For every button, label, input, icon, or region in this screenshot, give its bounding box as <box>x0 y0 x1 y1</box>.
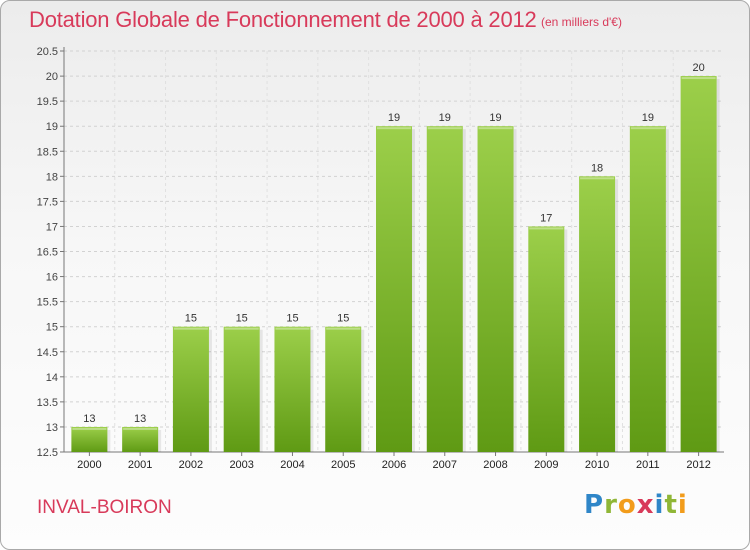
y-tick-label: 14 <box>46 372 58 384</box>
y-tick-label: 19 <box>46 121 58 133</box>
value-label: 15 <box>236 313 248 325</box>
bar-highlight <box>123 427 158 430</box>
value-label: 19 <box>439 112 451 124</box>
logo-letter: t <box>664 490 678 520</box>
value-label: 19 <box>388 112 400 124</box>
bar-2002 <box>172 326 209 452</box>
bar-highlight <box>326 327 361 330</box>
y-tick-label: 16 <box>46 272 58 284</box>
chart-title: Dotation Globale de Fonctionnement de 20… <box>29 7 537 32</box>
value-label: 18 <box>591 162 603 174</box>
bar-2009 <box>528 226 565 452</box>
y-tick-label: 18 <box>46 171 58 183</box>
x-tick-label: 2009 <box>534 459 558 471</box>
bar-highlight <box>427 127 462 130</box>
x-tick-label: 2008 <box>483 459 507 471</box>
value-label: 19 <box>642 112 654 124</box>
logo-letter: i <box>654 490 665 520</box>
x-tick-label: 2000 <box>77 459 101 471</box>
value-label: 17 <box>540 212 552 224</box>
y-tick-label: 20 <box>46 71 58 83</box>
y-tick-label: 14.5 <box>37 347 58 359</box>
value-label: 13 <box>134 413 146 425</box>
bar-highlight <box>529 227 564 230</box>
y-tick-label: 13.5 <box>37 397 58 409</box>
x-tick-label: 2003 <box>229 459 253 471</box>
bar-highlight <box>224 327 259 330</box>
bar-2004 <box>274 326 311 452</box>
x-tick-label: 2002 <box>179 459 203 471</box>
logo-letter: o <box>617 490 637 520</box>
y-tick-label: 16.5 <box>37 247 58 259</box>
bar-2011 <box>629 126 666 452</box>
bar-highlight <box>681 77 716 80</box>
bar-highlight <box>580 177 615 180</box>
unit-note: (en milliers d'€) <box>541 15 622 29</box>
y-tick-label: 17 <box>46 221 58 233</box>
bar-2007 <box>426 126 463 452</box>
value-label: 20 <box>692 62 704 74</box>
bar-highlight <box>630 127 665 130</box>
x-tick-label: 2010 <box>585 459 609 471</box>
x-tick-label: 2001 <box>128 459 152 471</box>
logo-letter: i <box>677 490 688 520</box>
bars <box>71 76 720 452</box>
bar-highlight <box>377 127 411 130</box>
x-tick-label: 2004 <box>280 459 304 471</box>
logo-letter: r <box>604 490 618 520</box>
bar-2000 <box>71 426 108 452</box>
bar-2008 <box>477 126 514 452</box>
bar-highlight <box>173 327 208 330</box>
bar-2012 <box>680 76 717 452</box>
x-tick-label: 2005 <box>331 459 355 471</box>
x-tick-label: 2006 <box>382 459 406 471</box>
value-label: 15 <box>286 313 298 325</box>
y-tick-label: 19.5 <box>37 96 58 108</box>
value-label: 19 <box>489 112 501 124</box>
y-tick-label: 15.5 <box>37 297 58 309</box>
labels: 12.5 13 13.5 14 14.5 15 15.5 16 16.5 17 17.5 18 18.5… <box>37 46 711 471</box>
bar-highlight <box>275 327 310 330</box>
bar-highlight <box>478 127 513 130</box>
y-tick-label: 13 <box>46 422 58 434</box>
bar-2005 <box>325 326 362 452</box>
y-tick-label: 15 <box>46 322 58 334</box>
x-tick-label: 2012 <box>686 459 710 471</box>
value-label: 15 <box>185 313 197 325</box>
y-tick-label: 18.5 <box>37 146 58 158</box>
bar-2006 <box>376 126 412 452</box>
proxiti-logo[interactable]: Proxiti <box>584 490 688 520</box>
value-label: 15 <box>337 313 349 325</box>
logo-letter: x <box>636 490 655 520</box>
location-name: INVAL-BOIRON <box>37 497 172 518</box>
bar-highlight <box>72 427 107 430</box>
value-label: 13 <box>83 413 95 425</box>
bar-2001 <box>122 426 159 452</box>
y-tick-label: 20.5 <box>37 46 58 58</box>
bar-2010 <box>579 176 616 452</box>
bar-2003 <box>223 326 260 452</box>
y-tick-label: 12.5 <box>37 447 58 459</box>
y-tick-label: 17.5 <box>37 196 58 208</box>
logo-letter: P <box>584 490 605 520</box>
x-tick-label: 2011 <box>636 459 660 471</box>
x-tick-label: 2007 <box>433 459 457 471</box>
